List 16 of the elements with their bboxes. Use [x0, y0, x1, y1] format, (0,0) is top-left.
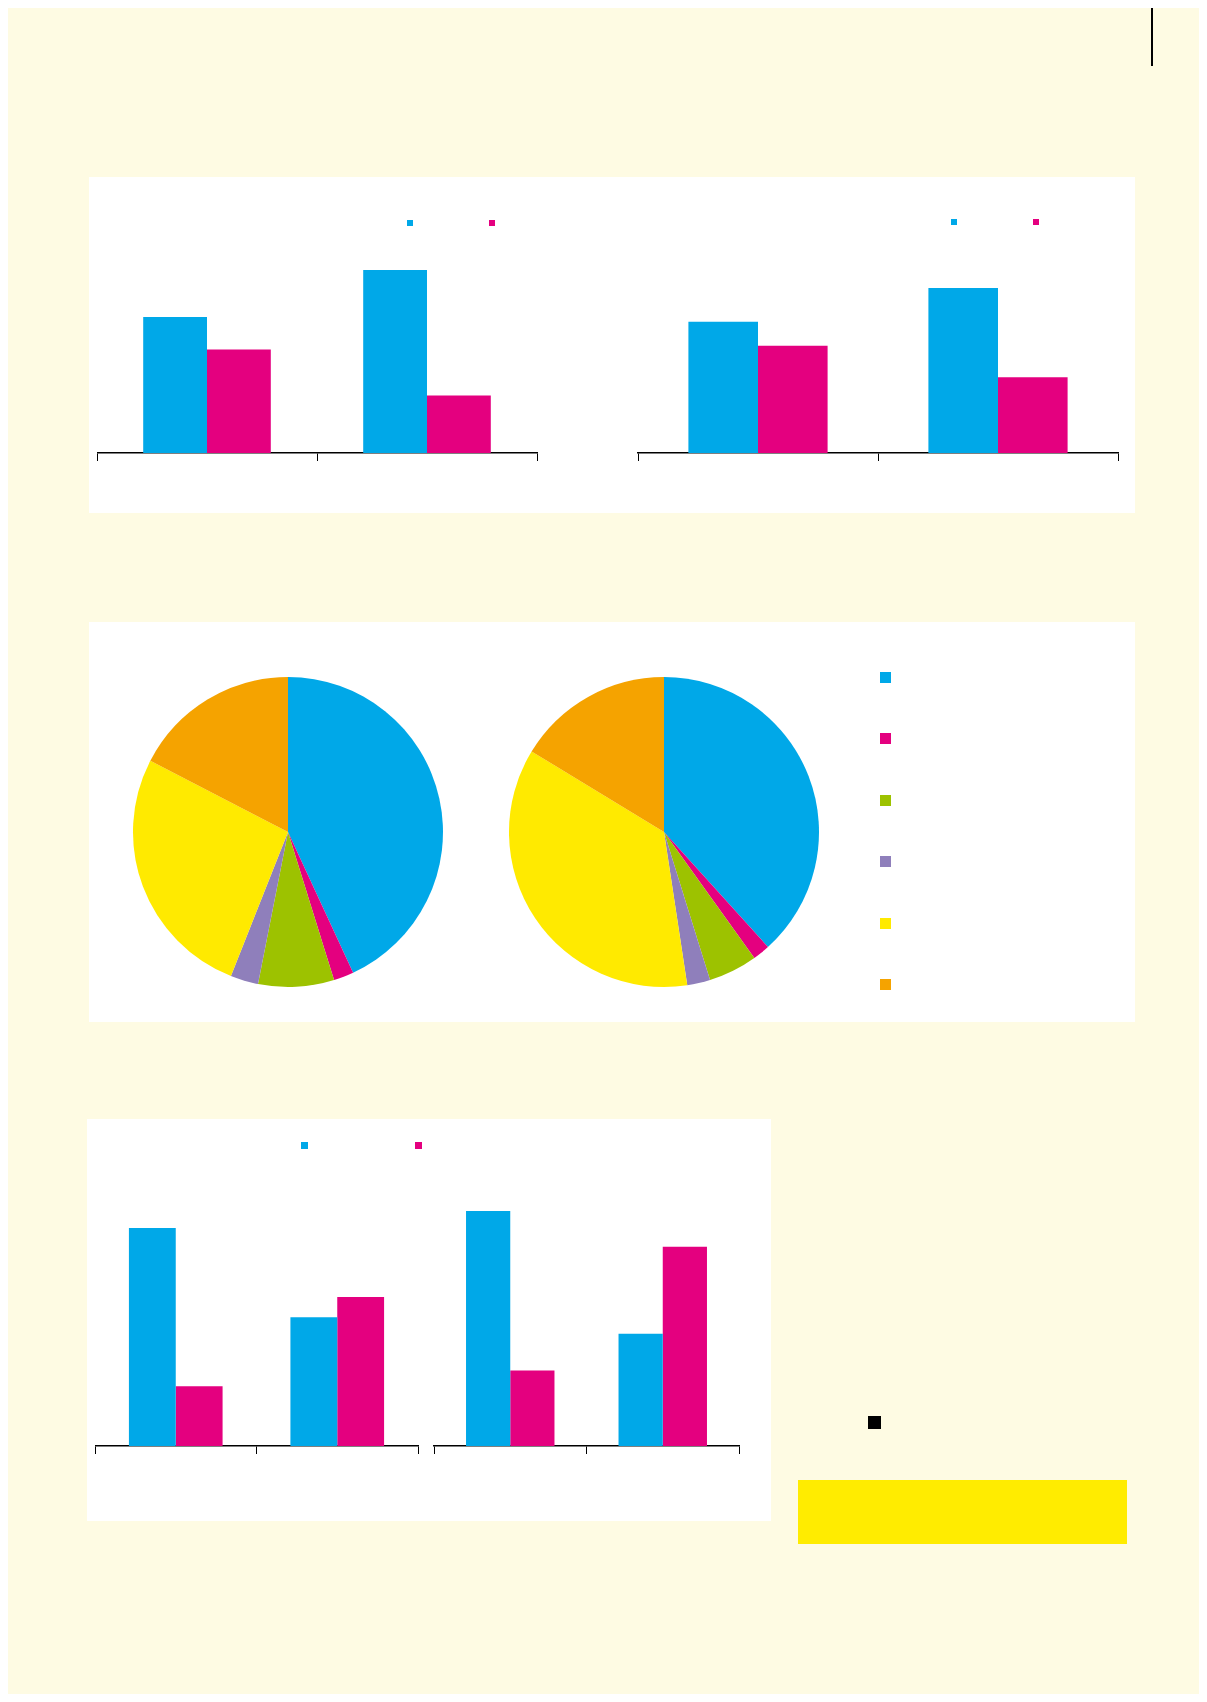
bar — [758, 345, 828, 453]
bar — [618, 1333, 663, 1446]
bar — [363, 270, 427, 453]
bar — [337, 1297, 385, 1446]
bar — [928, 288, 998, 453]
bar — [662, 1246, 707, 1446]
bar — [510, 1370, 555, 1446]
bar — [128, 1228, 176, 1446]
bar — [466, 1211, 511, 1446]
bar — [143, 317, 207, 453]
bar — [207, 349, 271, 453]
bar — [175, 1386, 223, 1446]
bar — [688, 321, 758, 453]
bar — [998, 377, 1068, 453]
bar — [290, 1317, 338, 1446]
bar — [427, 395, 491, 453]
